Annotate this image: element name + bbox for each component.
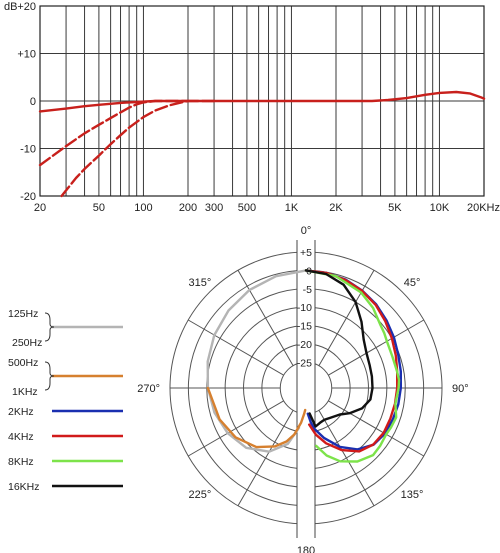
fr-response-curve [60,99,216,198]
legend-label: 250Hz [12,337,42,349]
polar-radial-tick-label: -25 [297,357,312,369]
legend-label: 125Hz [8,308,38,320]
fr-x-tick-label: 50 [93,202,105,214]
polar-pattern-curve [304,269,401,463]
polar-grid-spoke [187,400,284,457]
frequency-response-tick-labels: 20 50 100 200 300 500 1K 2K 5K 10K 20KHz +20 +10 0 -10… [4,1,500,214]
polar-grid-spoke [328,319,425,376]
polar-pattern-grid [169,240,443,538]
polar-angle-label: 225° [189,489,212,501]
polar-pattern-labels: +5 0 -5 -10 -15 -20 -25 0° 45° 90° 135° 180 225° 270°… [137,225,468,553]
polar-grid-spoke [318,269,375,366]
fr-x-tick-label: 5K [388,202,402,214]
polar-radial-tick-label: -5 [303,284,312,296]
fr-y-tick-label: 0 [30,96,36,108]
fr-x-tick-label: 500 [238,202,256,214]
legend-brace [44,361,55,391]
polar-pattern-curve [304,269,399,453]
fr-x-tick-label: 100 [134,202,152,214]
polar-pattern-curve [304,269,374,428]
polar-grid-spoke [328,400,425,457]
frequency-response-curves [38,90,486,198]
legend-label: 500Hz [8,357,38,369]
polar-angle-label: 45° [404,277,421,289]
polar-angle-label: 90° [452,383,469,395]
polar-pattern-curve [206,269,308,453]
fr-x-tick-label: 1K [285,202,299,214]
fr-x-tick-label: 20 [34,202,46,214]
polar-angle-label: 0° [301,225,312,237]
fr-y-tick-label: +10 [17,49,36,61]
fr-x-tick-label: 10K [430,202,450,214]
polar-angle-label: 315° [189,277,212,289]
fr-y-tick-label: -20 [20,191,36,203]
polar-angle-label: 180 [297,545,315,553]
polar-grid-spoke [237,269,294,366]
polar-scale-column [297,240,315,538]
legend-label: 1KHz [12,386,38,398]
polar-radial-tick-label: -10 [297,302,312,314]
polar-legend: 125Hz 250Hz 500Hz 1KHz 2KHz 4KHz 8KHz 16KHz [8,308,123,493]
fr-x-tick-label: 200 [179,202,197,214]
polar-pattern-curve [206,386,307,449]
polar-radial-tick-label: -20 [297,339,312,351]
fr-plot-frame [39,5,485,197]
fr-response-curve [38,99,190,167]
polar-angle-label: 135° [401,489,424,501]
fr-x-tick-label: 300 [205,202,223,214]
polar-grid-spoke [187,319,284,376]
polar-radial-tick-label: +5 [300,247,312,259]
polar-radial-tick-label: -15 [297,321,312,333]
legend-label: 16KHz [8,481,40,493]
legend-brace [44,312,55,342]
polar-grid-spoke [318,410,375,507]
fr-x-tick-label: 2K [329,202,343,214]
legend-label: 8KHz [8,456,34,468]
fr-y-tick-label: -10 [20,144,36,156]
legend-label: 2KHz [8,406,34,418]
polar-pattern-curves [206,269,402,463]
fr-y-unit-label: dB [4,1,17,13]
fr-x-tick-label: 20KHz [467,202,500,214]
fr-response-curve [38,90,486,113]
polar-grid-spoke [237,410,294,507]
polar-angle-label: 270° [137,383,160,395]
fr-y-tick-label: +20 [17,1,36,13]
legend-label: 4KHz [8,431,34,443]
polar-radial-tick-label: 0 [306,265,312,277]
